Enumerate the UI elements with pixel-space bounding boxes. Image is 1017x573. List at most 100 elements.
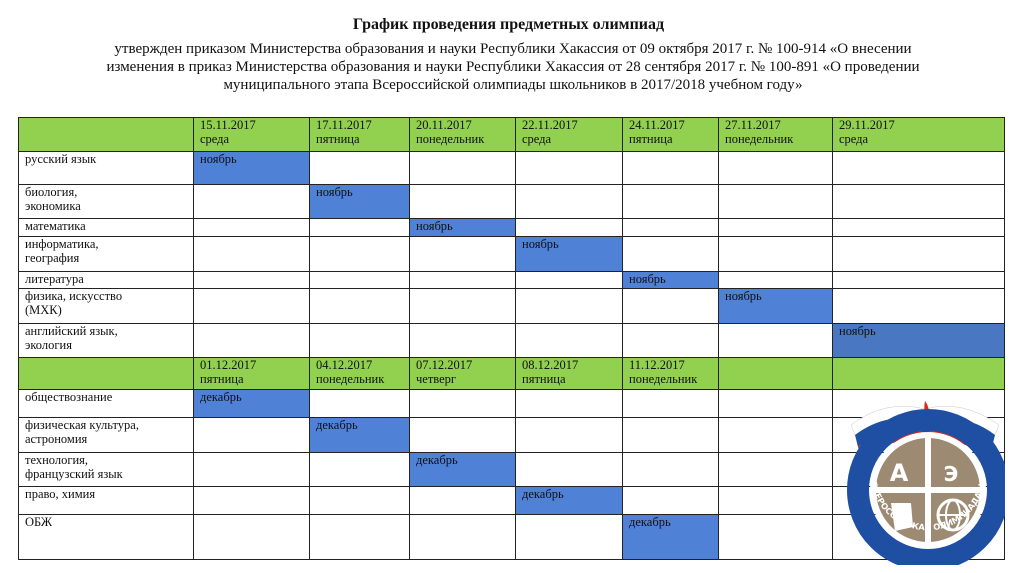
- scheduled-month-cell: ноябрь: [515, 236, 623, 272]
- schedule-cell: [409, 288, 516, 324]
- subtitle-line: муниципального этапа Всероссийской олимп…: [223, 77, 803, 93]
- schedule-cell: [622, 417, 719, 453]
- schedule-cell: [193, 218, 310, 237]
- schedule-cell: [193, 514, 310, 560]
- date-header-cell: 04.12.2017 понедельник: [309, 357, 410, 390]
- schedule-cell: [832, 288, 1005, 324]
- weekday-label: пятница: [629, 132, 673, 146]
- schedule-cell: [515, 288, 623, 324]
- weekday-label: пятница: [316, 132, 360, 146]
- schedule-cell: [193, 323, 310, 358]
- weekday-label: понедельник: [316, 372, 385, 386]
- schedule-cell: [622, 486, 719, 515]
- schedule-cell: [718, 323, 833, 358]
- schedule-cell: [622, 452, 719, 487]
- subject-name: право, химия: [18, 486, 194, 515]
- date-label: 08.12.2017: [522, 358, 579, 373]
- schedule-cell: [832, 271, 1005, 289]
- date-header-cell: 20.11.2017 понедельник: [409, 117, 516, 152]
- date-label: 17.11.2017: [316, 118, 372, 133]
- subject-name: русский язык: [18, 151, 194, 185]
- schedule-cell: [309, 452, 410, 487]
- schedule-cell: [193, 486, 310, 515]
- scheduled-month-cell: декабрь: [409, 452, 516, 487]
- svg-text:Э: Э: [944, 462, 959, 486]
- date-header-cell: 29.11.2017 среда: [832, 117, 1005, 152]
- subject-name: физическая культура, астрономия: [18, 417, 194, 453]
- date-label: 07.12.2017: [416, 358, 473, 373]
- subject-row: математика ноябрь: [18, 218, 1005, 237]
- logo-ring: [847, 409, 1005, 565]
- page-title: График проведения предметных олимпиад: [352, 16, 665, 33]
- subject-row: биология, экономика ноябрь: [18, 184, 1005, 219]
- schedule-cell: [718, 452, 833, 487]
- schedule-cell: [309, 271, 410, 289]
- date-header-cell: 01.12.2017 пятница: [193, 357, 310, 390]
- schedule-cell: [718, 417, 833, 453]
- weekday-label: пятница: [200, 372, 244, 386]
- date-header-cell: 27.11.2017 понедельник: [718, 117, 833, 152]
- weekday-label: понедельник: [416, 132, 485, 146]
- subject-name: математика: [18, 218, 194, 237]
- weekday-label: четверг: [416, 372, 457, 386]
- subject-row: русский язык ноябрь: [18, 151, 1005, 185]
- schedule-cell: [409, 151, 516, 185]
- scheduled-month-cell: декабрь: [622, 514, 719, 560]
- scheduled-month-cell: декабрь: [515, 486, 623, 515]
- schedule-cell: [409, 389, 516, 418]
- weekday-label: среда: [522, 132, 552, 146]
- subtitle-line: утвержден приказом Министерства образова…: [114, 41, 912, 57]
- schedule-cell: [718, 236, 833, 272]
- schedule-cell: [515, 417, 623, 453]
- schedule-cell: [832, 184, 1005, 219]
- subject-name: литература: [18, 271, 194, 289]
- date-header-cell: [718, 357, 833, 390]
- schedule-cell: [193, 288, 310, 324]
- schedule-cell: [515, 452, 623, 487]
- schedule-cell: [622, 389, 719, 418]
- date-label: 20.11.2017: [416, 118, 472, 133]
- schedule-cell: [622, 184, 719, 219]
- schedule-cell: [515, 389, 623, 418]
- weekday-label: понедельник: [629, 372, 698, 386]
- date-header-cell: 07.12.2017 четверг: [409, 357, 516, 390]
- schedule-cell: [718, 486, 833, 515]
- date-label: 04.12.2017: [316, 358, 373, 373]
- scheduled-month-cell: ноябрь: [622, 271, 719, 289]
- schedule-cell: [193, 236, 310, 272]
- scheduled-month-cell: ноябрь: [309, 184, 410, 219]
- schedule-cell: [193, 417, 310, 453]
- page-subtitle: утвержден приказом Министерства образова…: [28, 40, 998, 94]
- schedule-cell: [193, 271, 310, 289]
- date-header-cell: 22.11.2017 среда: [515, 117, 623, 152]
- schedule-cell: [409, 486, 516, 515]
- subject-row: физика, искусство (МХК) ноябрь: [18, 288, 1005, 324]
- date-label: 11.12.2017: [629, 358, 685, 373]
- schedule-cell: [409, 236, 516, 272]
- date-header-cell: 08.12.2017 пятница: [515, 357, 623, 390]
- weekday-label: понедельник: [725, 132, 794, 146]
- scheduled-month-cell: декабрь: [193, 389, 310, 418]
- schedule-cell: [515, 151, 623, 185]
- schedule-cell: [832, 218, 1005, 237]
- schedule-cell: [309, 486, 410, 515]
- subject-row: информатика, география ноябрь: [18, 236, 1005, 272]
- subject-name: информатика, география: [18, 236, 194, 272]
- schedule-cell: [309, 288, 410, 324]
- schedule-cell: [718, 389, 833, 418]
- scheduled-month-cell: ноябрь: [718, 288, 833, 324]
- schedule-cell: [409, 184, 516, 219]
- date-header-cell: 17.11.2017 пятница: [309, 117, 410, 152]
- scheduled-month-cell: декабрь: [309, 417, 410, 453]
- date-label: 22.11.2017: [522, 118, 578, 133]
- date-header-cell: [832, 357, 1005, 390]
- schedule-cell: [718, 218, 833, 237]
- subject-name: обществознание: [18, 389, 194, 418]
- schedule-cell: [309, 236, 410, 272]
- schedule-cell: [309, 389, 410, 418]
- date-label: 29.11.2017: [839, 118, 895, 133]
- schedule-cell: [622, 323, 719, 358]
- subject-row: английский язык, экология ноябрь: [18, 323, 1005, 358]
- svg-text:A: A: [890, 459, 909, 487]
- schedule-cell: [193, 452, 310, 487]
